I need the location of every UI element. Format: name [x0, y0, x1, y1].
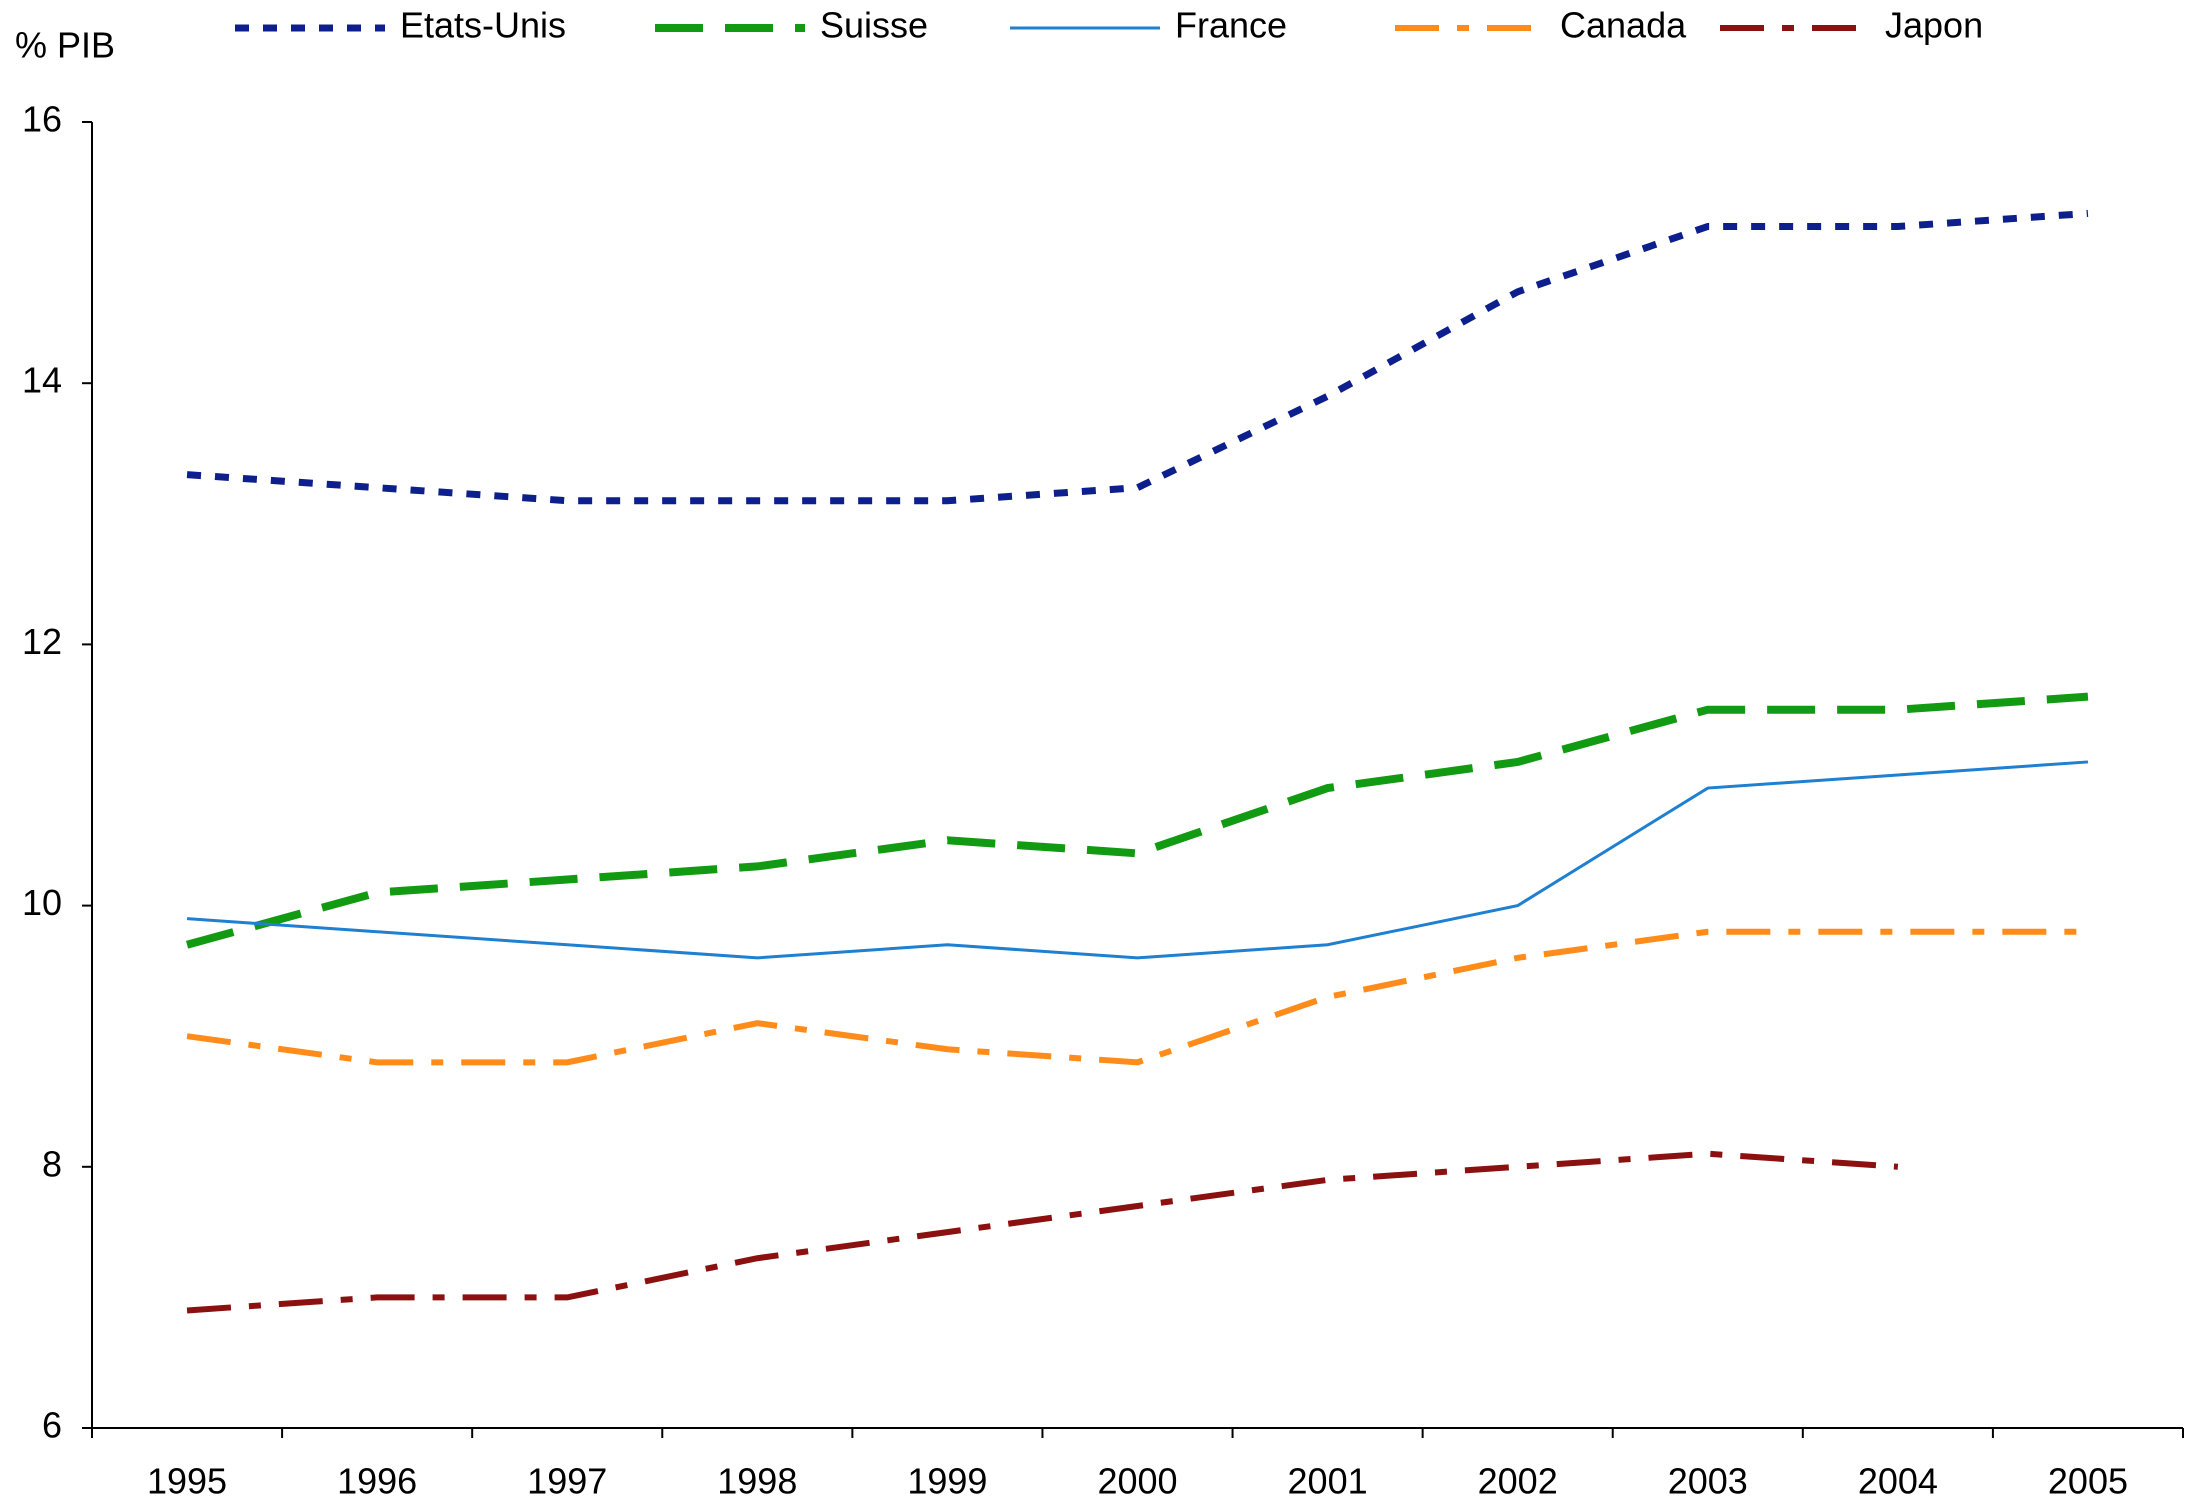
- y-tick-label: 6: [42, 1405, 62, 1446]
- x-tick-label: 1999: [907, 1461, 987, 1502]
- y-tick-label: 10: [22, 882, 62, 923]
- y-axis-label: % PIB: [15, 25, 115, 66]
- x-tick-label: 2005: [2048, 1461, 2128, 1502]
- x-tick-label: 2004: [1858, 1461, 1938, 1502]
- legend-label: Suisse: [820, 5, 928, 46]
- x-tick-label: 1997: [527, 1461, 607, 1502]
- x-tick-label: 2002: [1478, 1461, 1558, 1502]
- x-tick-label: 2000: [1097, 1461, 1177, 1502]
- legend-label: Etats-Unis: [400, 5, 566, 46]
- x-tick-label: 1995: [147, 1461, 227, 1502]
- series-line: [186, 209, 2089, 505]
- legend-label: France: [1175, 5, 1287, 46]
- series-line: [186, 928, 2088, 1066]
- y-tick-label: 14: [22, 360, 62, 401]
- y-tick-label: 16: [22, 99, 62, 140]
- x-tick-label: 2001: [1288, 1461, 1368, 1502]
- series-line: [186, 1150, 1899, 1314]
- y-tick-label: 12: [22, 621, 62, 662]
- series-line: [185, 692, 2089, 949]
- x-tick-label: 2003: [1668, 1461, 1748, 1502]
- series-line: [186, 760, 2089, 960]
- y-tick-label: 8: [42, 1143, 62, 1184]
- x-tick-label: 1998: [717, 1461, 797, 1502]
- legend-label: Canada: [1560, 5, 1687, 46]
- x-tick-label: 1996: [337, 1461, 417, 1502]
- legend-label: Japon: [1885, 5, 1983, 46]
